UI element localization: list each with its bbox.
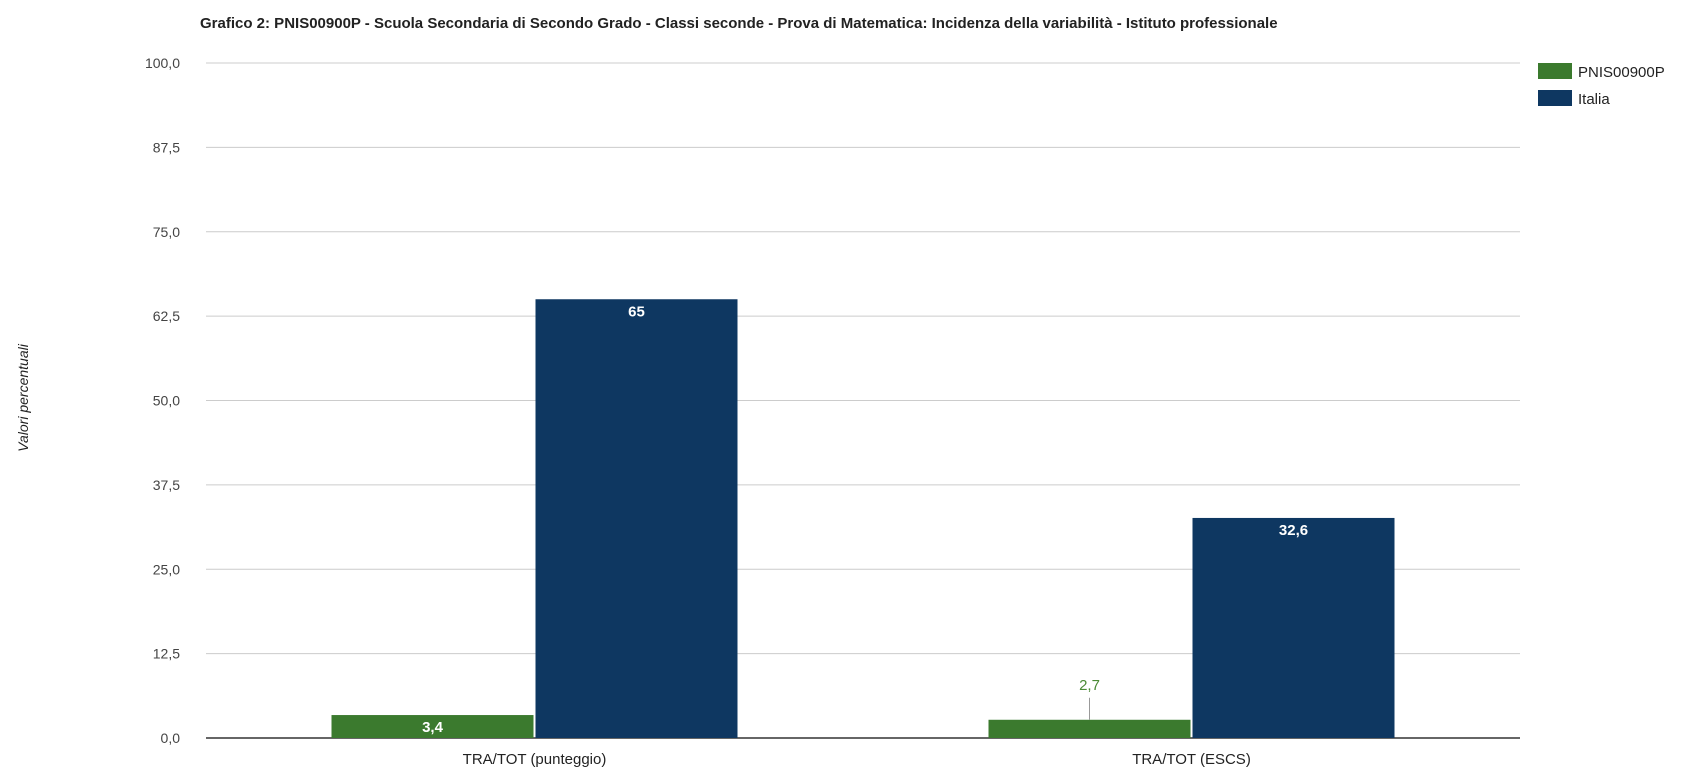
y-tick-label: 75,0 (153, 224, 180, 240)
data-labels: 3,4 65 2,7 32,6 (422, 303, 1308, 736)
legend: PNIS00900P Italia (1538, 63, 1665, 108)
y-axis-ticks: 0,0 12,5 25,0 37,5 50,0 62,5 75,0 87,5 100,0 (145, 55, 180, 746)
y-tick-label: 0,0 (161, 730, 181, 746)
y-tick-label: 12,5 (153, 646, 180, 662)
legend-label: PNIS00900P (1578, 64, 1665, 81)
y-tick-label: 50,0 (153, 393, 180, 409)
legend-swatch (1538, 90, 1572, 106)
y-tick-label: 37,5 (153, 477, 180, 493)
legend-swatch (1538, 63, 1572, 79)
y-axis-label: Valori percentuali (15, 343, 31, 452)
data-label: 65 (628, 303, 645, 320)
data-label: 32,6 (1279, 522, 1308, 539)
bar (331, 715, 534, 738)
bar (1192, 517, 1395, 738)
y-tick-label: 62,5 (153, 308, 180, 324)
legend-label: Italia (1578, 91, 1610, 108)
data-label: 3,4 (422, 719, 444, 736)
x-tick-label: TRA/TOT (punteggio) (463, 751, 607, 768)
y-tick-label: 100,0 (145, 55, 180, 71)
chart-title: Grafico 2: PNIS00900P - Scuola Secondari… (200, 15, 1278, 32)
bar (535, 299, 738, 738)
bar (988, 719, 1191, 738)
bars (331, 299, 1395, 738)
data-label: 2,7 (1079, 677, 1100, 694)
y-tick-label: 87,5 (153, 139, 180, 155)
x-tick-label: TRA/TOT (ESCS) (1132, 751, 1251, 768)
y-tick-label: 25,0 (153, 561, 180, 577)
x-axis-ticks: TRA/TOT (punteggio) TRA/TOT (ESCS) (463, 751, 1251, 768)
